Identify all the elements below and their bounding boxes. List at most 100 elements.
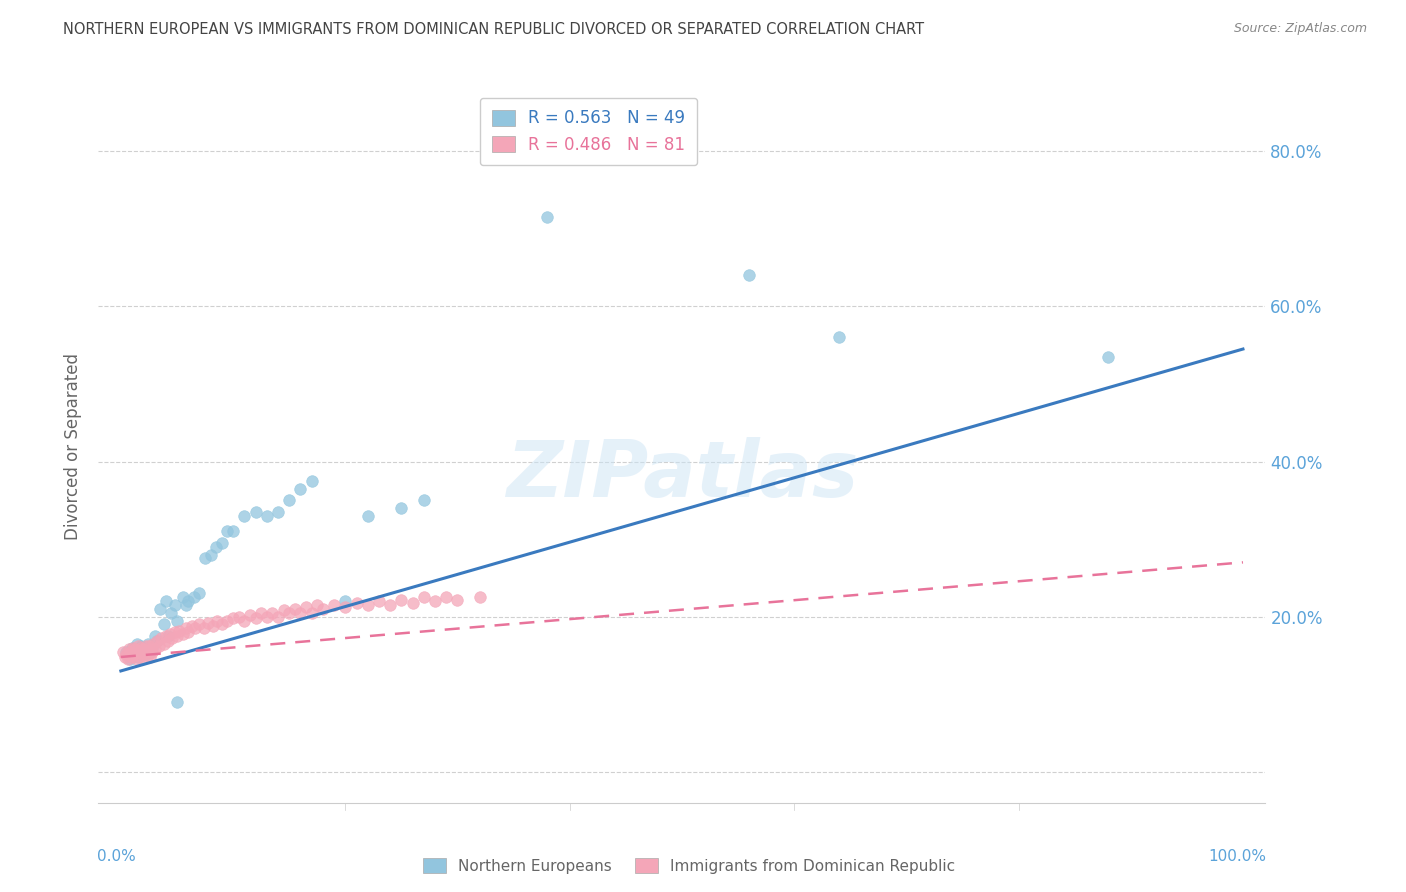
- Point: [155, 629, 177, 643]
- Point: [250, 606, 273, 620]
- Point: [138, 639, 160, 653]
- Point: [129, 640, 152, 655]
- Point: [207, 614, 229, 628]
- Point: [139, 644, 162, 658]
- Point: [156, 629, 179, 643]
- Point: [115, 647, 138, 661]
- Point: [177, 594, 200, 608]
- Point: [245, 611, 267, 625]
- Point: [152, 617, 174, 632]
- Point: [401, 596, 423, 610]
- Point: [166, 695, 188, 709]
- Point: [124, 642, 146, 657]
- Point: [180, 619, 202, 633]
- Point: [117, 652, 139, 666]
- Point: [132, 642, 155, 657]
- Y-axis label: Divorced or Separated: Divorced or Separated: [65, 352, 83, 540]
- Point: [423, 594, 446, 608]
- Point: [132, 642, 155, 657]
- Point: [217, 614, 239, 628]
- Point: [389, 592, 412, 607]
- Point: [143, 629, 166, 643]
- Point: [323, 598, 346, 612]
- Point: [312, 602, 335, 616]
- Point: [127, 650, 149, 665]
- Point: [166, 614, 188, 628]
- Point: [278, 606, 301, 620]
- Point: [166, 629, 188, 643]
- Point: [245, 505, 267, 519]
- Point: [121, 650, 143, 665]
- Point: [135, 650, 157, 665]
- Point: [262, 606, 284, 620]
- Point: [738, 268, 761, 283]
- Point: [174, 621, 197, 635]
- Point: [124, 647, 146, 661]
- Point: [335, 600, 357, 615]
- Point: [222, 524, 245, 539]
- Point: [141, 644, 163, 658]
- Point: [217, 524, 239, 539]
- Point: [141, 640, 163, 655]
- Point: [127, 639, 149, 653]
- Point: [378, 598, 402, 612]
- Point: [205, 540, 228, 554]
- Point: [150, 632, 173, 646]
- Point: [211, 536, 233, 550]
- Point: [114, 650, 136, 665]
- Point: [468, 591, 491, 605]
- Point: [135, 639, 157, 653]
- Point: [152, 637, 174, 651]
- Legend: Northern Europeans, Immigrants from Dominican Republic: Northern Europeans, Immigrants from Domi…: [416, 852, 962, 880]
- Point: [112, 644, 135, 658]
- Point: [160, 606, 183, 620]
- Point: [163, 625, 186, 640]
- Point: [136, 637, 159, 651]
- Point: [446, 592, 468, 607]
- Point: [267, 609, 290, 624]
- Point: [162, 632, 184, 646]
- Text: 100.0%: 100.0%: [1209, 849, 1267, 864]
- Point: [143, 642, 166, 657]
- Point: [290, 606, 312, 620]
- Point: [290, 482, 312, 496]
- Point: [301, 606, 323, 620]
- Point: [167, 624, 190, 638]
- Point: [188, 586, 211, 600]
- Legend: R = 0.563   N = 49, R = 0.486   N = 81: R = 0.563 N = 49, R = 0.486 N = 81: [479, 97, 697, 165]
- Point: [188, 617, 211, 632]
- Point: [389, 501, 412, 516]
- Point: [828, 330, 851, 344]
- Point: [346, 596, 368, 610]
- Text: 0.0%: 0.0%: [97, 849, 136, 864]
- Point: [172, 626, 194, 640]
- Point: [193, 621, 215, 635]
- Point: [135, 647, 157, 661]
- Text: ZIPatlas: ZIPatlas: [506, 436, 858, 513]
- Point: [163, 598, 186, 612]
- Point: [146, 634, 169, 648]
- Point: [118, 652, 141, 666]
- Point: [124, 648, 146, 663]
- Point: [273, 603, 295, 617]
- Point: [129, 650, 152, 665]
- Point: [159, 626, 181, 640]
- Point: [434, 591, 457, 605]
- Point: [228, 609, 250, 624]
- Point: [156, 634, 179, 648]
- Point: [131, 647, 153, 661]
- Point: [183, 591, 205, 605]
- Point: [200, 548, 222, 562]
- Point: [136, 644, 159, 658]
- Point: [284, 602, 307, 616]
- Point: [412, 591, 434, 605]
- Point: [129, 639, 152, 653]
- Point: [256, 609, 278, 624]
- Point: [412, 493, 434, 508]
- Point: [121, 640, 143, 655]
- Point: [211, 617, 233, 632]
- Point: [128, 644, 150, 658]
- Point: [174, 598, 197, 612]
- Point: [1097, 350, 1119, 364]
- Point: [120, 644, 142, 658]
